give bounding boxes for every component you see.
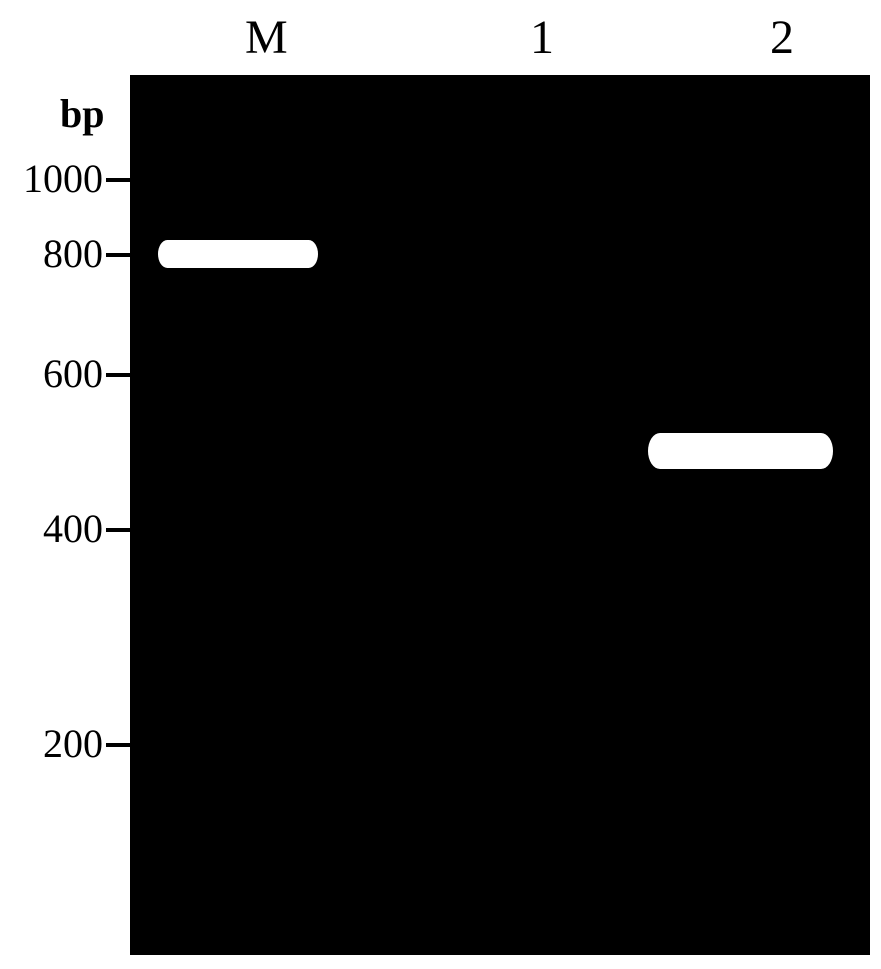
lane-label-2: 2 [770, 10, 794, 65]
gel-image [130, 75, 870, 955]
band-lane2-500 [648, 433, 833, 469]
tick-800 [106, 253, 131, 257]
band-marker-800 [158, 240, 318, 268]
lane-label-marker: M [245, 10, 288, 65]
marker-label-1000: 1000 [18, 155, 103, 202]
bp-unit-label: bp [60, 90, 105, 137]
tick-200 [106, 743, 131, 747]
marker-label-200: 200 [18, 720, 103, 767]
marker-label-600: 600 [18, 350, 103, 397]
tick-1000 [106, 178, 131, 182]
gel-container [130, 75, 870, 955]
lane-label-1: 1 [530, 10, 554, 65]
tick-400 [106, 528, 131, 532]
marker-label-400: 400 [18, 505, 103, 552]
tick-600 [106, 373, 131, 377]
marker-label-800: 800 [18, 230, 103, 277]
